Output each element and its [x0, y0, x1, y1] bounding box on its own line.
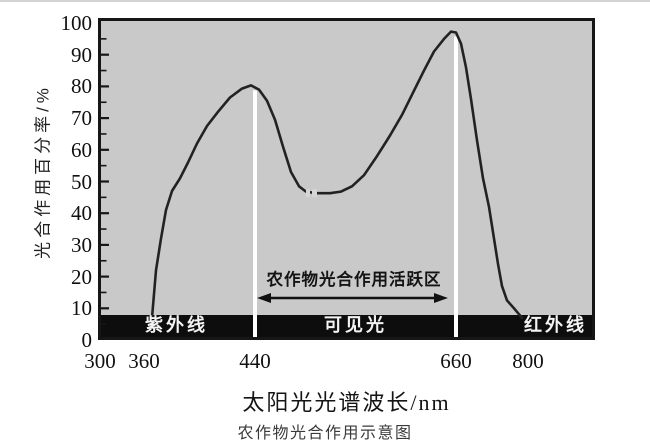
x-axis-title: 太阳光光谱波长/nm — [242, 390, 451, 415]
top-divider — [0, 0, 650, 2]
curve-gap-artifact — [306, 189, 310, 198]
spectrum-band-strip — [101, 315, 592, 337]
figure-caption: 农作物光合作用示意图 — [237, 425, 413, 442]
x-tick-label: 660 — [440, 349, 472, 373]
y-tick-label: 70 — [71, 106, 92, 131]
y-tick-label: 60 — [71, 137, 92, 162]
x-tick-label: 800 — [512, 349, 544, 373]
x-tick-label: 440 — [239, 349, 271, 373]
y-tick-label: 100 — [60, 11, 93, 35]
arrow-head-right-icon — [434, 293, 448, 303]
y-tick-label: 20 — [71, 264, 92, 289]
plot-area: 农作物光合作用活跃区 紫外线 可见光 红外线 — [98, 18, 595, 340]
spectrum-band-label: 紫外线 — [145, 315, 208, 335]
y-tick-label: 80 — [71, 74, 92, 99]
spectrum-band-label: 红外线 — [524, 315, 587, 335]
chart-canvas — [101, 30, 592, 337]
arrow-head-left-icon — [257, 293, 271, 303]
spectrum-band-label: 可见光 — [324, 315, 387, 335]
y-tick-label: 90 — [71, 42, 92, 67]
y-tick-label: 50 — [71, 169, 92, 194]
x-tick-label: 360 — [128, 349, 160, 373]
active-zone-annotation: 农作物光合作用活跃区 — [266, 271, 442, 289]
y-tick-label: 40 — [71, 201, 92, 226]
photosynthesis-curve — [150, 30, 524, 320]
y-tick-label: 10 — [71, 296, 92, 321]
y-tick-label: 30 — [71, 232, 92, 257]
x-tick-label: 300 — [84, 349, 116, 373]
y-tick-label: 0 — [81, 328, 93, 352]
curve-gap-artifact — [312, 189, 317, 198]
